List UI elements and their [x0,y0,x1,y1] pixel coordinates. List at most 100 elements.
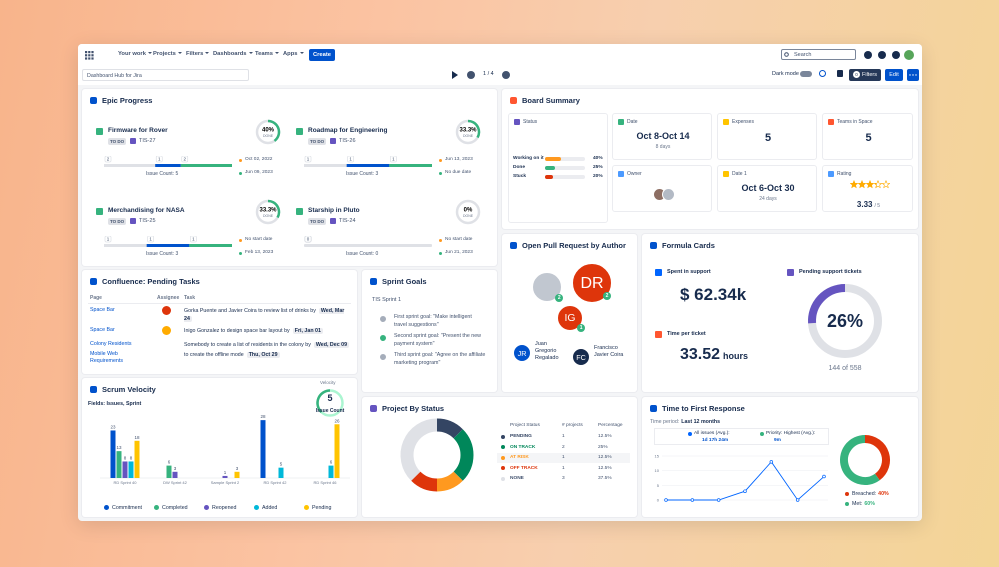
rating-line: 3.33/ 5 [823,194,914,212]
nav-item[interactable]: Apps [283,51,304,57]
panel-title: Board Summary [522,96,580,105]
nav-item[interactable]: Dashboards [213,51,253,57]
dot [85,51,88,54]
x-tick-label: RD Sprint 46 [314,480,338,485]
count-box [156,156,163,163]
point [716,498,721,502]
end-dot [439,252,442,255]
issue-count: Issue Count: 5 [146,171,179,177]
issue-count: Issue Count: 3 [346,171,379,177]
point [769,460,774,464]
goal-icon [380,316,386,322]
period-label: Time period: [650,419,680,425]
done-label: DONE [463,214,474,218]
filters-button[interactable]: 0 Filters [849,69,881,81]
panel: Confluence: Pending Tasks Page Assignee Tas… [82,270,357,374]
legend-entry: Met: 60% [852,501,875,507]
project-count: 1 [562,455,565,460]
card-label: Status [523,119,538,125]
status-dot [501,455,505,460]
card-label: Owner [627,171,642,177]
create-button[interactable]: Create [309,49,335,61]
period: Time period: Last 12 months [650,419,720,425]
nav-icon[interactable] [864,51,872,59]
pager: 1 / 4 [483,71,494,77]
star-outline [881,180,890,189]
percent-label: 40% [262,128,275,134]
count-label: 1 [149,237,152,242]
bar-value: 8 [130,455,133,460]
progress-bar: 1 1 1 [104,236,232,247]
point [690,498,695,502]
dashboard-select[interactable]: Dashboard Hub for Jira [82,69,249,81]
prev-button [467,71,475,79]
panel-icon [650,405,657,412]
star-fill [858,180,866,188]
bar-segment [155,164,181,167]
line [666,461,825,501]
bar-segment [346,164,390,167]
count-label: 1 [307,157,310,162]
page-link[interactable]: Colony Residents [90,341,132,347]
bar [128,461,134,478]
share-icon[interactable] [819,70,826,77]
status-dot [501,434,505,439]
formula-label: Spent in support [667,269,711,275]
point [822,474,826,479]
donut-segment [864,435,890,481]
nav-item[interactable]: Teams [255,51,279,57]
epic: Firmware for Rover TO DO TIS-27 40% DONE 2 1 2 I… [96,119,286,187]
project-percent: 12.5% [598,434,612,439]
date-value: Oct 8-Oct 14 [636,131,690,141]
donut-segment [436,418,463,439]
legend-label: Met: [852,501,863,507]
project-percent: 25% [598,444,608,450]
line-chart: 0 5 10 15 [655,454,828,503]
more-button[interactable] [907,69,919,81]
page-link[interactable]: Space Bar [90,307,115,313]
start-date: No start date [245,237,273,242]
chevron [299,52,304,56]
nav-icon[interactable] [892,51,900,59]
start-date: Jun 13, 2023 [445,157,473,162]
bar-value: 1 [224,470,227,475]
assignee-avatar [162,326,171,335]
start-dot [239,239,242,242]
chart-subtitle: Fields: Issues, Sprint [88,401,142,407]
lock-icon[interactable] [837,70,843,77]
bar-segment [180,164,232,167]
formula-label: Pending support tickets [799,269,862,275]
page-link[interactable]: Space Bar [90,327,115,333]
card-icon [655,269,662,276]
summary-card: Owner [612,165,712,212]
epic-icon [96,208,103,215]
search-box[interactable]: Search [781,49,856,60]
legend-dot [204,505,209,510]
summary-card: Expenses 5 [717,113,817,160]
edit-button[interactable]: Edit [885,69,903,81]
nav-icon[interactable] [878,51,886,59]
formula-unit: hours [723,351,749,361]
nav-item[interactable]: Your work [118,51,152,57]
legend-label: Commitment [112,504,143,511]
nav-item[interactable]: Filters [186,51,210,57]
ring-arc [267,199,281,219]
bar-value: 28 [260,414,266,419]
profile-avatar[interactable] [904,50,914,60]
bar-value: 13 [116,445,122,450]
legend-label: Completed [162,504,188,511]
dark-mode-toggle[interactable] [800,71,812,77]
legend-dot [845,502,849,506]
panel-icon [90,97,97,104]
card-icon [655,331,662,338]
status-name: Stuck [513,174,527,179]
done-label: DONE [463,134,474,138]
page-link[interactable]: Mobile Web Requirements [90,351,123,364]
more-dots [909,74,917,76]
nav-item[interactable]: Projects [153,51,182,57]
gauge-arc [808,284,846,324]
ring-arc [267,119,281,142]
x-tick-label: Sample Sprint 2 [211,480,240,485]
dot [91,51,94,54]
